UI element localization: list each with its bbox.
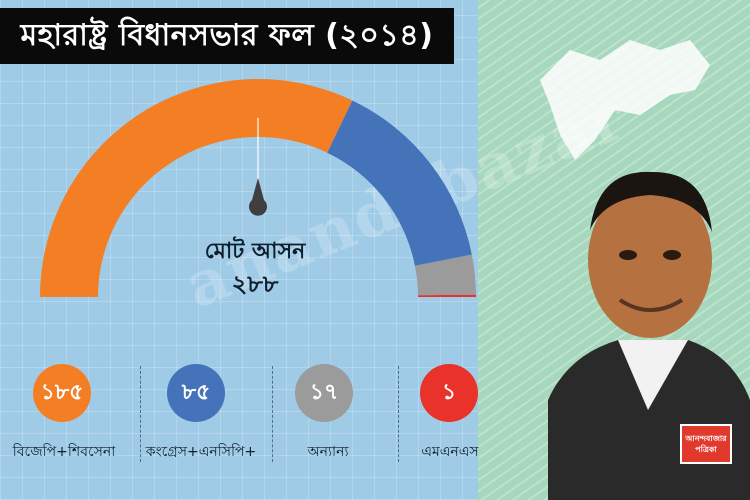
maharashtra-map-icon [540,40,710,160]
legend-item-3: ১৭ অন্যান্য [264,360,392,500]
gauge-segment-1 [40,79,353,297]
legend-item-2: ৮৫ কংগ্রেস+এনসিপি+ [137,360,265,500]
legend-item-4: ১ এমএনএস [386,360,514,500]
legend: ১৮৫ বিজেপি+শিবসেনা ৮৫ কংগ্রেস+এনসিপি+ ১৭ অন্য… [0,360,479,500]
legend-label: কংগ্রেস+এনসিপি+ [145,444,257,460]
logo-line1: আনন্দবাজার [685,434,727,443]
title-bar: মহারাষ্ট্র বিধানসভার ফল (২০১৪) [0,8,454,64]
legend-label: অন্যান্য [307,444,349,460]
total-seats-label: মোট আসন [204,239,306,264]
legend-label: বিজেপি+শিবসেনা [12,444,116,460]
seat-count-badge: ১৮৫ [33,364,91,422]
gauge-segment-3 [414,254,476,296]
needle-icon [249,178,267,216]
gauge-segment-2 [327,100,472,266]
seat-count-badge: ১৭ [295,364,353,422]
total-seats-value: ২৮৮ [231,270,279,298]
seat-count-badge: ১ [420,364,478,422]
legend-divider-1 [140,366,141,462]
legend-divider-2 [272,366,273,462]
legend-label: এমএনএস [421,444,479,460]
chart-title: মহারাষ্ট্র বিধানসভার ফল (২০১৪) [20,17,434,53]
legend-divider-3 [398,366,399,462]
logo-line2: পত্রিকা [695,445,717,454]
seat-count-badge: ৮৫ [167,364,225,422]
seat-gauge-chart [40,79,476,297]
legend-item-1: ১৮৫ বিজেপি+শিবসেনা [0,360,128,500]
gauge-segment-4 [417,294,476,297]
anandabazar-logo: আনন্দবাজার পত্রিকা [680,424,732,464]
